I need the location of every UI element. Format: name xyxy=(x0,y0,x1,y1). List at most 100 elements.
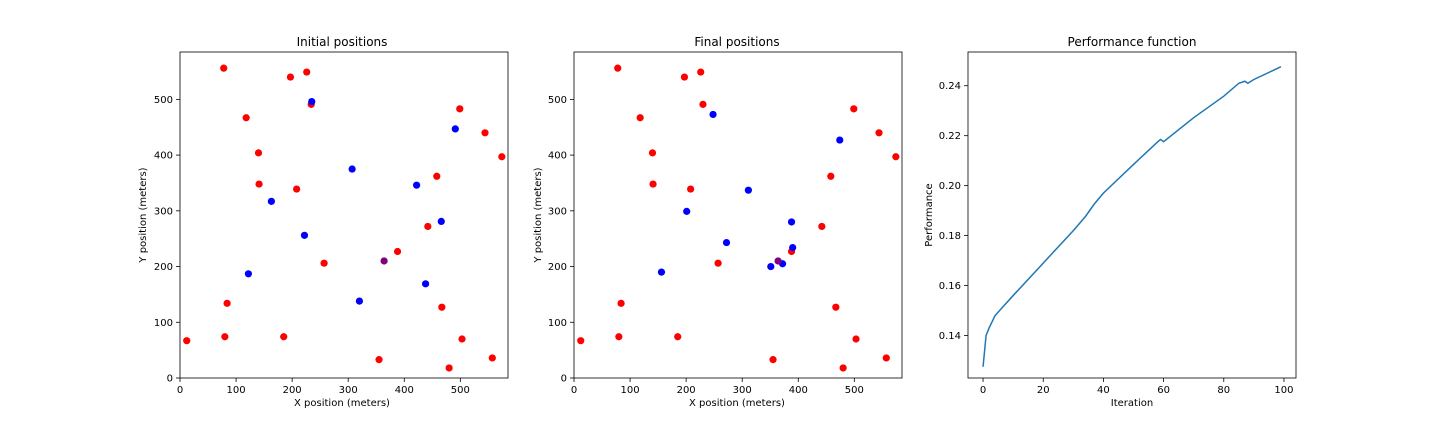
scatter-point xyxy=(242,114,250,122)
scatter-point xyxy=(636,114,644,122)
scatter-point xyxy=(255,180,263,188)
scatter-point xyxy=(709,110,717,119)
series-line xyxy=(982,66,1282,367)
scatter-point xyxy=(657,268,666,276)
x-axis-label: Iteration xyxy=(1111,398,1153,409)
y-tick-label: 0 xyxy=(561,374,567,385)
scatter-point xyxy=(223,299,231,307)
y-tick-label: 200 xyxy=(154,262,173,273)
scatter-point xyxy=(882,354,890,362)
plot-area: 0 100 200 300 400 500 0 100 200 300 400 500 xyxy=(154,51,509,396)
scatter-point xyxy=(687,185,695,193)
scatter-point xyxy=(451,125,459,133)
x-tick-label: 400 xyxy=(395,385,414,396)
x-axis-label: X position (meters) xyxy=(689,398,785,409)
axes-frame xyxy=(573,51,903,379)
x-tick-label: 500 xyxy=(451,385,470,396)
axes-frame xyxy=(179,51,509,379)
x-tick-label: 40 xyxy=(1097,385,1110,396)
x-tick-label: 300 xyxy=(339,385,358,396)
x-tick-label: 400 xyxy=(789,385,808,396)
x-tick-label: 200 xyxy=(677,385,696,396)
y-axis-label: Performance xyxy=(924,183,935,246)
y-axis-label: Y position (meters) xyxy=(533,167,544,263)
scatter-point xyxy=(722,238,731,247)
scatter-point xyxy=(827,172,835,180)
scatter-point xyxy=(424,222,432,231)
x-tick-label: 300 xyxy=(733,385,752,396)
scatter-point xyxy=(244,270,253,278)
scatter-point xyxy=(892,153,900,161)
scatter-point xyxy=(498,153,506,161)
scatter-point xyxy=(421,280,430,288)
scatter-point xyxy=(413,181,421,189)
scatter-point xyxy=(767,262,775,271)
scatter-point xyxy=(267,197,275,205)
final-positions-panel: Final positions 0 100 200 300 400 500 0 100 200 3… xyxy=(533,35,903,409)
scatter-point xyxy=(769,356,777,364)
scatter-point xyxy=(836,136,844,144)
axes-frame xyxy=(967,51,1297,379)
y-tick-label: 300 xyxy=(154,206,173,217)
scatter-point xyxy=(221,333,229,341)
x-tick-label: 500 xyxy=(845,385,864,396)
scatter-point xyxy=(320,259,328,267)
y-tick-label: 0.22 xyxy=(939,131,961,142)
scatter-point xyxy=(875,129,883,137)
scatter-point xyxy=(456,105,464,113)
y-tick-label: 0 xyxy=(167,374,173,385)
scatter-point xyxy=(699,100,707,108)
scatter-point xyxy=(445,364,453,372)
scatter-point xyxy=(850,105,858,113)
x-tick-label: 80 xyxy=(1217,385,1230,396)
scatter-point xyxy=(615,333,623,341)
x-tick-label: 0 xyxy=(177,385,183,396)
plot-area: 0 100 200 300 400 500 0 100 200 300 400 500 xyxy=(548,51,903,396)
y-tick-label: 500 xyxy=(154,95,173,106)
y-tick-label: 100 xyxy=(154,318,173,329)
scatter-point xyxy=(355,297,364,305)
scatter-point xyxy=(438,303,446,311)
y-tick-label: 0.24 xyxy=(939,81,961,92)
chart-title: Initial positions xyxy=(297,35,388,49)
scatter-point xyxy=(674,333,682,341)
scatter-point xyxy=(393,247,402,256)
x-tick-label: 100 xyxy=(1274,385,1293,396)
scatter-point xyxy=(648,149,657,157)
scatter-point xyxy=(183,337,191,345)
y-tick-label: 400 xyxy=(154,151,173,162)
scatter-point xyxy=(577,337,585,345)
y-tick-label: 300 xyxy=(548,206,567,217)
x-tick-label: 20 xyxy=(1037,385,1050,396)
scatter-point xyxy=(293,185,301,193)
x-axis-label: X position (meters) xyxy=(294,398,390,409)
x-tick-label: 60 xyxy=(1157,385,1170,396)
y-tick-label: 100 xyxy=(548,318,567,329)
y-tick-label: 0.14 xyxy=(939,331,961,342)
scatter-point xyxy=(818,222,826,231)
y-tick-label: 200 xyxy=(548,262,567,273)
scatter-point xyxy=(481,129,489,137)
scatter-point xyxy=(433,172,441,180)
scatter-point xyxy=(789,244,797,252)
scatter-point xyxy=(458,335,466,343)
x-tick-label: 100 xyxy=(227,385,246,396)
initial-positions-panel: Initial positions 0 100 200 300 400 500 0 100 20… xyxy=(138,35,509,409)
scatter-point xyxy=(683,207,691,215)
scatter-point xyxy=(300,231,309,239)
scatter-point xyxy=(437,217,445,226)
scatter-point xyxy=(787,218,796,226)
scatter-point xyxy=(280,333,288,341)
plot-area: 0 20 40 60 80 100 0.14 0.16 0.18 0.20 0.22 0.24 xyxy=(939,51,1297,396)
scatter-point xyxy=(680,73,689,81)
chart-title: Performance function xyxy=(1068,35,1197,49)
scatter-point xyxy=(649,180,657,188)
scatter-point xyxy=(614,64,622,72)
scatter-point xyxy=(774,257,782,265)
y-axis-label: Y position (meters) xyxy=(138,167,149,263)
scatter-point xyxy=(380,257,388,265)
x-tick-label: 0 xyxy=(980,385,986,396)
scatter-point xyxy=(697,68,705,76)
scatter-point xyxy=(839,364,847,372)
